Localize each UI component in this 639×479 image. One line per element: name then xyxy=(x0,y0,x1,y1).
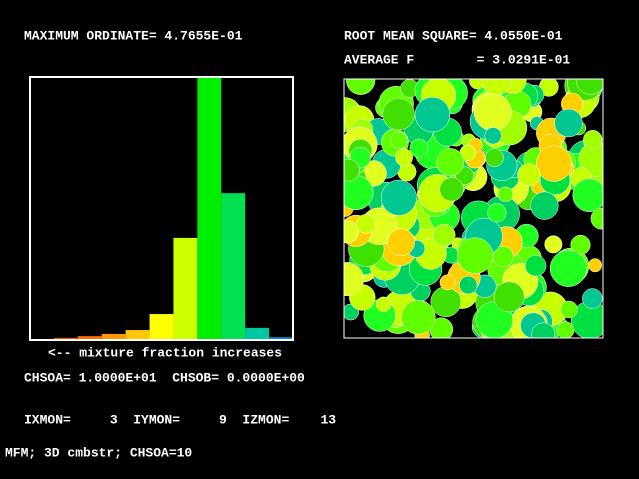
particle xyxy=(344,158,360,182)
particle xyxy=(456,237,494,274)
histogram-bar xyxy=(149,314,174,340)
particle xyxy=(344,220,359,244)
particle xyxy=(439,274,456,291)
particle xyxy=(401,300,436,335)
rms: ROOT MEAN SQUARE= 4.0550E-01 xyxy=(344,28,563,43)
particle-frame xyxy=(343,78,604,339)
histogram-bar xyxy=(269,337,293,340)
histogram-bar xyxy=(245,327,270,340)
particle xyxy=(549,249,587,287)
particle xyxy=(583,130,603,150)
particle xyxy=(536,145,573,182)
particle xyxy=(497,186,514,203)
particle xyxy=(387,228,415,257)
particle xyxy=(380,179,417,216)
histogram-bar xyxy=(125,330,150,340)
chso: CHSOA= 1.0000E+01 CHSOB= 0.0000E+00 xyxy=(24,370,305,385)
particle xyxy=(575,79,603,95)
histogram-bar xyxy=(221,193,246,340)
particle xyxy=(524,255,547,277)
particle xyxy=(590,207,603,230)
particle xyxy=(395,148,413,167)
particle xyxy=(560,300,578,319)
particle-field xyxy=(344,79,603,338)
particle xyxy=(484,127,502,145)
particle xyxy=(487,203,507,223)
particle xyxy=(530,191,559,220)
particle xyxy=(375,296,392,312)
particle xyxy=(344,262,364,297)
particle xyxy=(517,163,541,187)
particle xyxy=(582,288,603,309)
particle xyxy=(409,138,429,158)
particle xyxy=(531,322,556,338)
particle xyxy=(473,93,512,132)
particle xyxy=(493,281,525,313)
particle xyxy=(554,108,583,138)
histogram-bar xyxy=(77,336,102,340)
histogram xyxy=(30,77,293,340)
particle xyxy=(414,96,451,133)
particle xyxy=(432,223,456,247)
particle xyxy=(459,275,478,295)
particle xyxy=(556,321,575,338)
histogram-bar xyxy=(101,333,126,340)
histogram-bar xyxy=(197,77,222,340)
status: MFM; 3D cmbstr; CHSOA=10 xyxy=(5,445,192,460)
particle xyxy=(482,79,511,96)
particle xyxy=(439,177,464,202)
particle xyxy=(544,235,563,254)
particle xyxy=(346,79,376,95)
histogram-bar xyxy=(173,237,198,340)
particle xyxy=(588,258,603,273)
average: AVERAGE F = 3.0291E-01 xyxy=(344,52,570,67)
particle xyxy=(382,98,415,131)
max-ordinate: MAXIMUM ORDINATE= 4.7655E-01 xyxy=(24,28,243,43)
particle xyxy=(436,148,465,177)
histogram-frame xyxy=(29,76,294,341)
caption: <-- mixture fraction increases xyxy=(48,345,282,360)
monitor: IXMON= 3 IYMON= 9 IZMON= 13 xyxy=(24,412,336,427)
histogram-bar xyxy=(53,337,78,340)
particle xyxy=(572,178,603,212)
particle xyxy=(390,131,408,149)
particle xyxy=(485,148,504,167)
particle xyxy=(356,214,376,234)
